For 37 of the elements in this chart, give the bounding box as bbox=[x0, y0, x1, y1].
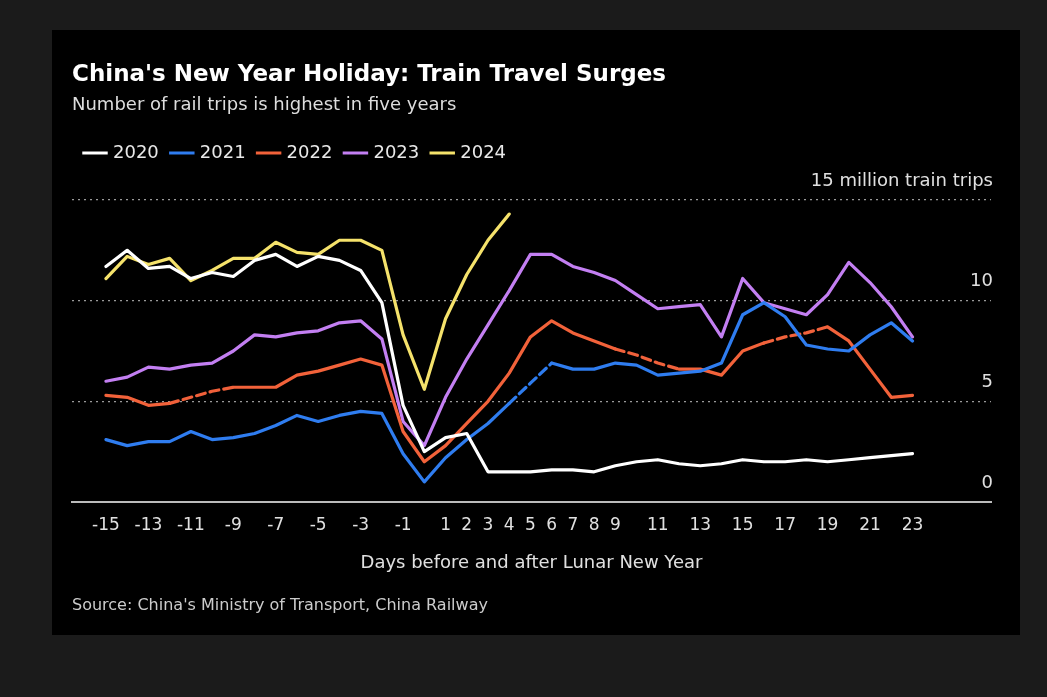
x-tick-label: 21 bbox=[859, 513, 881, 534]
chart-title: China's New Year Holiday: Train Travel Surges bbox=[72, 60, 667, 86]
chart-subtitle: Number of rail trips is highest in five years bbox=[72, 93, 457, 114]
x-tick-label: 17 bbox=[774, 513, 796, 534]
y-tick-label: 5 bbox=[981, 370, 993, 392]
x-tick-label: -3 bbox=[352, 513, 370, 534]
legend-label: 2021 bbox=[199, 140, 246, 162]
x-tick-label: 19 bbox=[816, 513, 839, 534]
x-tick-label: 13 bbox=[689, 513, 712, 534]
legend-label: 2024 bbox=[460, 140, 507, 162]
x-tick-label: -9 bbox=[224, 513, 242, 534]
x-tick-label: 5 bbox=[525, 513, 536, 534]
x-tick-label: -1 bbox=[394, 513, 412, 534]
x-tick-label: 4 bbox=[503, 513, 515, 534]
x-tick-label: 6 bbox=[546, 513, 558, 534]
x-tick-label: 1 bbox=[440, 513, 451, 534]
x-tick-label: -5 bbox=[309, 513, 327, 534]
x-tick-label: 15 bbox=[731, 513, 754, 534]
x-tick-label: -11 bbox=[176, 513, 205, 534]
x-tick-label: 9 bbox=[609, 513, 621, 534]
y-tick-label: 15 million train trips bbox=[810, 168, 993, 190]
legend-label: 2023 bbox=[373, 140, 420, 162]
x-tick-label: -13 bbox=[134, 513, 163, 534]
y-tick-label: 0 bbox=[981, 470, 993, 492]
x-tick-label: 11 bbox=[646, 513, 669, 534]
x-tick-label: -7 bbox=[267, 513, 285, 534]
legend-label: 2020 bbox=[113, 140, 159, 162]
x-tick-label: 8 bbox=[588, 513, 600, 534]
x-tick-label: 3 bbox=[482, 513, 494, 534]
x-axis-title: Days before and after Lunar New Year bbox=[360, 550, 704, 572]
x-tick-label: -15 bbox=[92, 513, 120, 534]
x-tick-label: 2 bbox=[461, 513, 473, 534]
source-note: Source: China's Ministry of Transport, China Railway bbox=[72, 595, 488, 614]
y-tick-label: 10 bbox=[970, 269, 993, 291]
x-tick-label: 7 bbox=[567, 513, 579, 534]
legend-label: 2022 bbox=[286, 140, 333, 162]
x-tick-label: 23 bbox=[901, 513, 924, 534]
